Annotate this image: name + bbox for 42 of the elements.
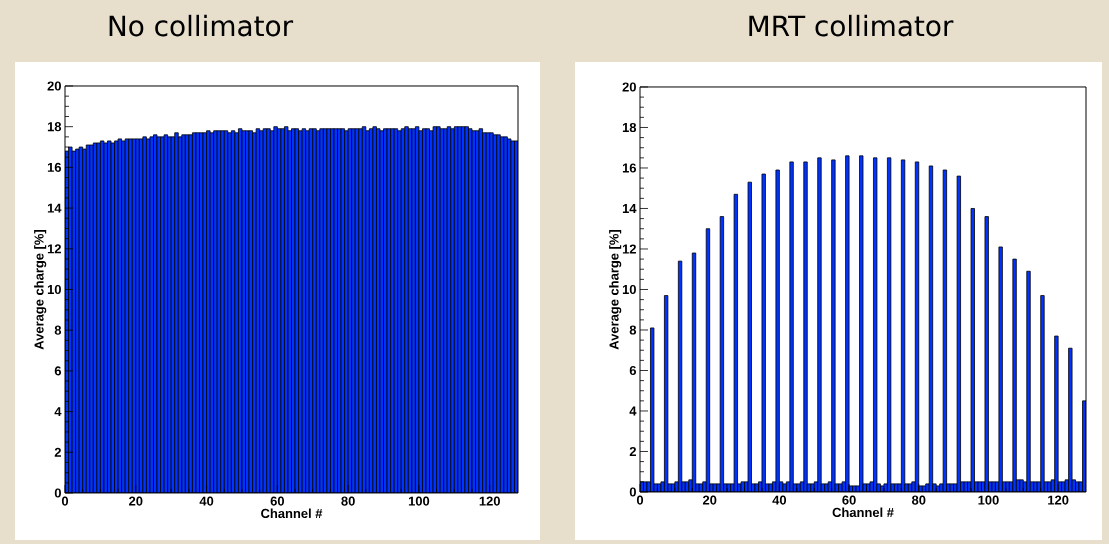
x-tick-label: 0 xyxy=(61,496,69,506)
y-tick-label: 6 xyxy=(54,366,62,376)
y-tick-label: 12 xyxy=(622,244,636,254)
x-tick-label: 20 xyxy=(129,496,143,506)
x-tick-label: 60 xyxy=(842,495,856,505)
y-tick-label: 10 xyxy=(47,284,61,295)
y-tick-label: 0 xyxy=(54,488,61,498)
x-tick-label: 100 xyxy=(978,495,999,505)
y-tick-label: 12 xyxy=(47,244,61,254)
y-tick-label: 20 xyxy=(622,82,636,92)
x-axis-title: Channel # xyxy=(261,508,323,519)
x-tick-label: 60 xyxy=(270,496,285,506)
y-tick-label: 18 xyxy=(47,122,62,132)
x-tick-label: 40 xyxy=(772,495,787,505)
x-tick-label: 40 xyxy=(199,496,214,506)
y-tick-label: 8 xyxy=(54,325,62,335)
y-tick-label: 20 xyxy=(47,81,61,91)
x-tick-label: 20 xyxy=(702,495,717,505)
y-tick-label: 0 xyxy=(629,487,636,497)
chart-title: MRT collimator xyxy=(749,14,954,37)
y-tick-label: 16 xyxy=(622,163,637,173)
x-tick-label: 100 xyxy=(408,496,430,506)
y-tick-label: 6 xyxy=(629,365,637,376)
y-tick-label: 16 xyxy=(47,162,62,172)
x-tick-label: 120 xyxy=(1048,495,1069,505)
chart-title: No collimator xyxy=(109,14,294,37)
y-tick-label: 2 xyxy=(54,447,61,457)
y-tick-label: 4 xyxy=(629,406,637,416)
x-axis-title: Channel # xyxy=(832,507,894,518)
y-tick-label: 8 xyxy=(629,325,637,335)
x-tick-label: 0 xyxy=(636,495,644,505)
y-tick-label: 4 xyxy=(54,407,62,417)
x-tick-label: 80 xyxy=(341,496,355,506)
y-tick-label: 10 xyxy=(622,284,636,295)
x-tick-label: 120 xyxy=(479,496,500,506)
y-tick-label: 14 xyxy=(622,204,637,213)
y-axis-title: Average charge [%] xyxy=(609,230,622,350)
y-tick-label: 14 xyxy=(47,203,62,213)
y-tick-label: 2 xyxy=(629,446,636,457)
y-axis-title: Average charge [%] xyxy=(34,230,47,350)
y-tick-label: 18 xyxy=(622,122,637,133)
x-tick-label: 80 xyxy=(911,495,926,505)
